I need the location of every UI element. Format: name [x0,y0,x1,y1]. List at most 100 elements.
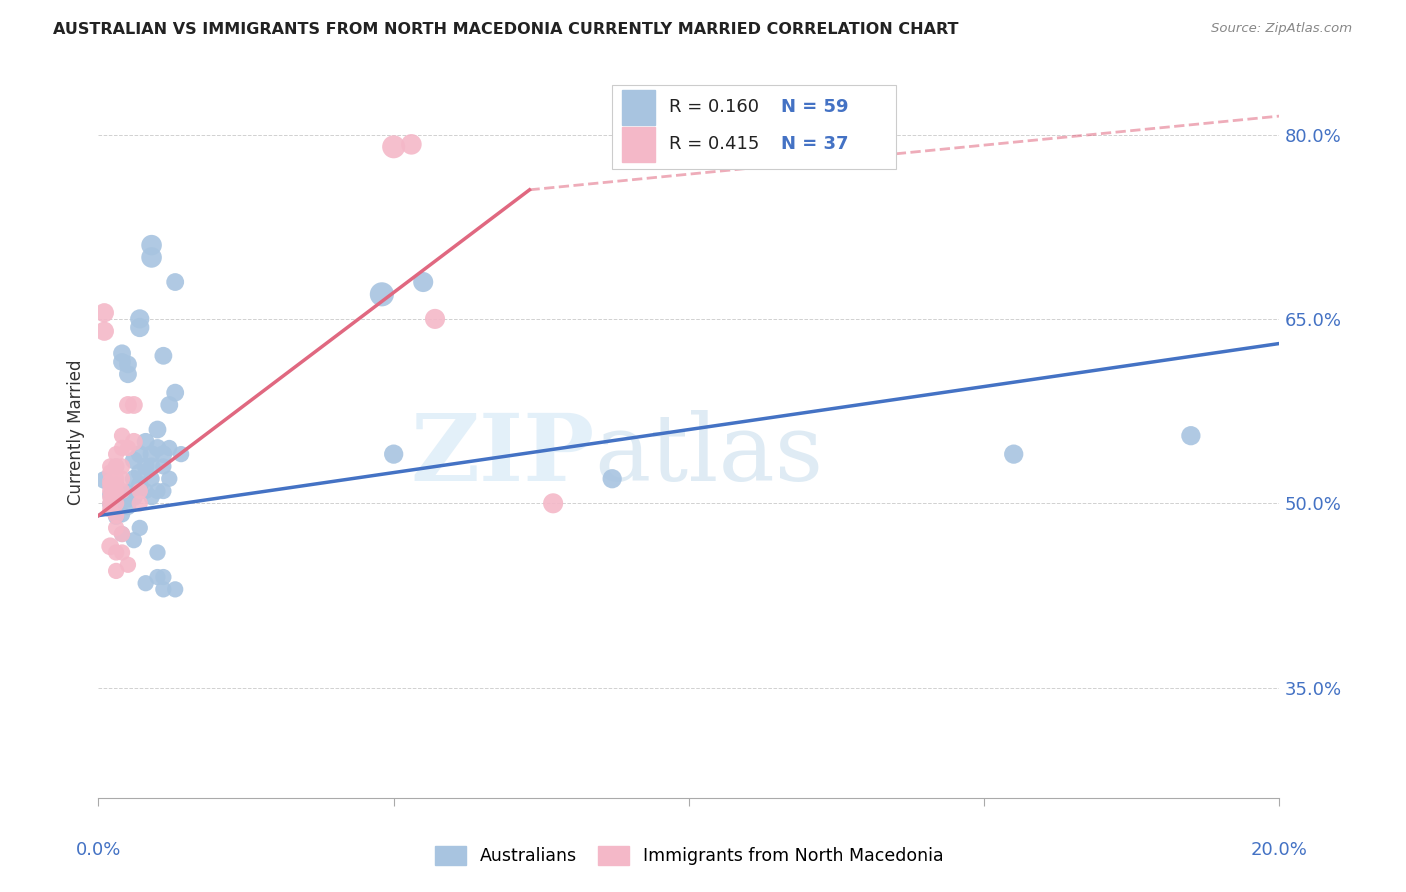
Text: R = 0.415: R = 0.415 [669,136,759,153]
Point [141,238,163,252]
Text: 0.0%: 0.0% [76,841,121,859]
Point [117,485,139,500]
Point [105,508,128,523]
Point [157,398,180,412]
Point [117,358,139,372]
Point [423,312,446,326]
Point [146,483,169,498]
Point [128,496,150,510]
Text: R = 0.160: R = 0.160 [669,98,759,116]
Point [111,472,134,486]
Point [98,483,121,498]
Point [128,447,150,461]
Point [111,508,134,522]
Point [105,545,128,559]
Point [117,558,139,572]
Point [98,466,121,480]
Bar [621,127,655,162]
Point [98,459,121,474]
Point [146,570,169,584]
Point [152,447,174,461]
Point [135,576,157,591]
Point [111,527,134,541]
Point [152,582,174,597]
Point [541,496,564,510]
Point [122,533,145,548]
Point [111,527,134,541]
Point [135,434,157,449]
Point [141,251,163,265]
Point [111,459,134,474]
Point [152,459,174,474]
Text: ZIP: ZIP [411,409,595,500]
Point [141,472,163,486]
Point [105,459,128,474]
Point [93,306,115,320]
Text: atlas: atlas [595,409,824,500]
Point [412,275,434,289]
Bar [621,90,655,126]
Point [152,570,174,584]
Point [157,441,180,455]
Point [122,453,145,467]
Point [117,441,139,455]
Point [128,466,150,480]
Text: 20.0%: 20.0% [1251,841,1308,859]
Point [141,459,163,474]
Point [98,539,121,553]
Text: N = 59: N = 59 [782,98,849,116]
Point [128,320,150,334]
Point [165,385,187,400]
Point [111,428,134,442]
Point [105,459,128,474]
Point [98,490,121,504]
Point [98,498,121,512]
Text: N = 37: N = 37 [782,136,849,153]
Point [98,496,121,510]
Point [401,137,423,152]
Point [141,447,163,461]
Point [98,502,121,516]
FancyBboxPatch shape [612,86,896,169]
Point [152,483,174,498]
Legend: Australians, Immigrants from North Macedonia: Australians, Immigrants from North Maced… [426,837,952,874]
Point [111,441,134,455]
Point [122,398,145,412]
Point [128,521,150,535]
Point [117,492,139,507]
Text: Source: ZipAtlas.com: Source: ZipAtlas.com [1212,22,1353,36]
Point [382,140,405,154]
Point [122,434,145,449]
Point [157,472,180,486]
Point [146,423,169,437]
Point [600,472,623,486]
Point [111,483,134,498]
Point [93,473,115,487]
Point [135,483,157,498]
Point [105,483,128,498]
Point [117,398,139,412]
Point [111,346,134,360]
Point [146,545,169,559]
Point [98,488,121,502]
Point [117,368,139,382]
Point [371,287,394,301]
Point [165,275,187,289]
Point [1002,447,1025,461]
Point [128,312,150,326]
Point [170,447,193,461]
Point [105,492,128,507]
Point [146,441,169,455]
Point [122,472,145,486]
Point [128,483,150,498]
Point [135,459,157,474]
Point [98,478,121,492]
Point [165,582,187,597]
Point [105,478,128,492]
Point [105,509,128,524]
Point [1180,428,1202,442]
Point [141,490,163,504]
Point [152,349,174,363]
Point [105,496,128,510]
Y-axis label: Currently Married: Currently Married [66,359,84,506]
